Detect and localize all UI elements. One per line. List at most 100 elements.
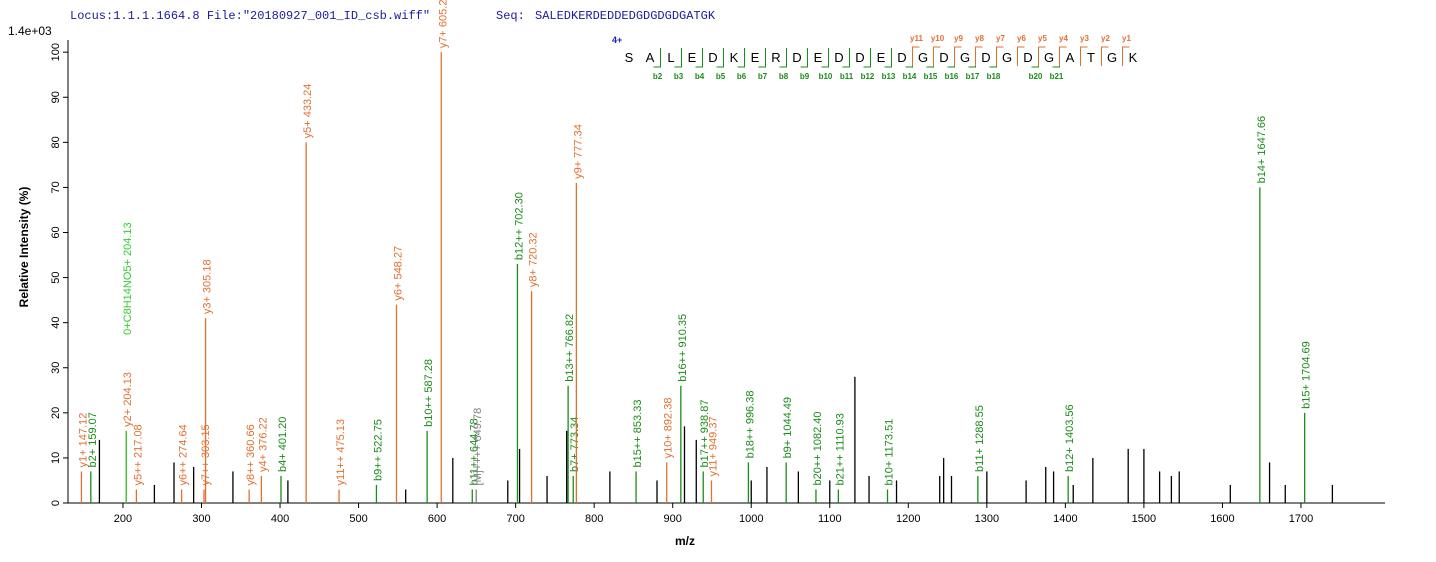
residue: D: [1023, 50, 1032, 65]
y-tick-label: 10: [50, 452, 62, 464]
b-cleavage: [674, 48, 682, 68]
peak-label: [M]++++ 649.78: [472, 408, 484, 486]
y-cleavage: [1038, 46, 1046, 66]
x-tick-label: 400: [271, 513, 289, 525]
residue: E: [877, 50, 886, 65]
y-tick-label: 90: [50, 91, 62, 103]
x-tick-label: 1700: [1289, 513, 1313, 525]
residue: A: [646, 50, 655, 65]
residue: T: [1087, 50, 1095, 65]
residue: E: [814, 50, 823, 65]
y-cleavage: [954, 46, 962, 66]
y-ion-label: y4: [1059, 34, 1068, 43]
y-tick-label: 0: [50, 500, 62, 506]
b-ion-label: b6: [737, 72, 747, 81]
b-cleavage: [737, 48, 745, 68]
peak-label: b2+ 159.07: [87, 412, 99, 467]
peak-label: y8+ 720.32: [528, 232, 540, 287]
peak-label: b9++ 522.75: [372, 419, 384, 481]
peak-label: b11++ 644.78: [468, 418, 480, 485]
peak-label: y11++ 475.13: [335, 419, 347, 485]
b-ion-label: b4: [695, 72, 705, 81]
x-tick-label: 500: [349, 513, 367, 525]
peak-label: b7+ 773.34: [569, 417, 581, 472]
y-cleavage: [1122, 46, 1130, 66]
b-ion-label: b10: [819, 72, 833, 81]
y-tick-label: 30: [50, 362, 62, 374]
residue: G: [960, 50, 970, 65]
peak-label: b15++ 853.33: [632, 400, 644, 468]
residue: A: [1066, 50, 1075, 65]
b-cleavage: [716, 48, 724, 68]
y-cleavage: [1017, 46, 1025, 66]
peak-label: y8++ 360.66: [245, 424, 257, 485]
peak-label: b4+ 401.20: [277, 417, 289, 472]
charge: 4+: [612, 35, 622, 45]
peak-label: y2+ 204.13: [122, 372, 134, 427]
x-tick-label: 900: [664, 513, 682, 525]
residue: D: [834, 50, 843, 65]
peak-label: b10+ 1173.51: [884, 419, 896, 486]
b-ion-label: b5: [716, 72, 726, 81]
residue: D: [708, 50, 717, 65]
b-ion-label: b9: [800, 72, 810, 81]
b-cleavage: [863, 48, 871, 68]
peak-label: y6++ 274.64: [178, 424, 190, 485]
x-tick-label: 700: [506, 513, 524, 525]
b-ion-label: b12: [861, 72, 875, 81]
b-cleavage: [695, 48, 703, 68]
b-cleavage: [653, 48, 661, 68]
y-cleavage: [996, 46, 1004, 66]
y-ion-label: y11: [910, 34, 923, 43]
peak-label: b20++ 1082.40: [812, 411, 824, 485]
residue: R: [771, 50, 780, 65]
x-tick-label: 1100: [818, 513, 842, 525]
y-ion-label: y1: [1122, 34, 1131, 43]
x-tick-label: 600: [428, 513, 446, 525]
b-ion-label: b15: [924, 72, 938, 81]
y-ion-label: y5: [1038, 34, 1047, 43]
residue: D: [981, 50, 990, 65]
peak-label: b10++ 587.28: [423, 359, 435, 427]
peak-label: b17++ 938.87: [699, 400, 711, 468]
y-cleavage: [1101, 46, 1109, 66]
peak-label: y10+ 892.38: [663, 398, 675, 459]
b-ion-label: b3: [674, 72, 684, 81]
x-tick-label: 1200: [896, 513, 920, 525]
residue: D: [792, 50, 801, 65]
b-ion-label: b11: [840, 72, 854, 81]
b-cleavage: [842, 48, 850, 68]
y-ion-label: y10: [931, 34, 945, 43]
residue: G: [918, 50, 928, 65]
peak-label: y11+ 949.37: [707, 416, 719, 476]
peak-label: y5++ 217.08: [132, 424, 144, 485]
y-tick-label: 100: [50, 43, 62, 61]
b-ion-label: b20: [1029, 72, 1043, 81]
peak-label: b18++ 996.38: [744, 391, 756, 459]
peak-label: 0+C8H14NO5+ 204.13: [122, 222, 134, 335]
peak-label: y6+ 548.27: [392, 246, 404, 301]
b-ion-label: b13: [882, 72, 896, 81]
residue: E: [751, 50, 760, 65]
y-ion-label: y3: [1080, 34, 1089, 43]
x-tick-label: 1600: [1210, 513, 1234, 525]
residue: L: [667, 50, 674, 65]
residue: D: [855, 50, 864, 65]
y-tick-label: 60: [50, 226, 62, 238]
peak-label: b16++ 910.35: [677, 314, 689, 382]
y-ion-label: y7: [996, 34, 1005, 43]
peak-label: b15+ 1704.69: [1301, 341, 1313, 409]
residue: D: [897, 50, 906, 65]
peak-label: b12+ 1403.56: [1064, 404, 1076, 472]
peak-label: b13++ 766.82: [564, 314, 576, 382]
y-cleavage: [975, 46, 983, 66]
residue: E: [688, 50, 697, 65]
b-ion-label: b8: [779, 72, 789, 81]
residue: K: [1129, 50, 1138, 65]
b-cleavage: [884, 48, 892, 68]
y-ion-label: y9: [954, 34, 963, 43]
b-ion-label: b7: [758, 72, 768, 81]
seq: SALEDKERDEDDEDGDGDGDGATGK: [535, 9, 716, 23]
b-ion-label: b21: [1050, 72, 1064, 81]
y-tick-label: 40: [50, 317, 62, 329]
